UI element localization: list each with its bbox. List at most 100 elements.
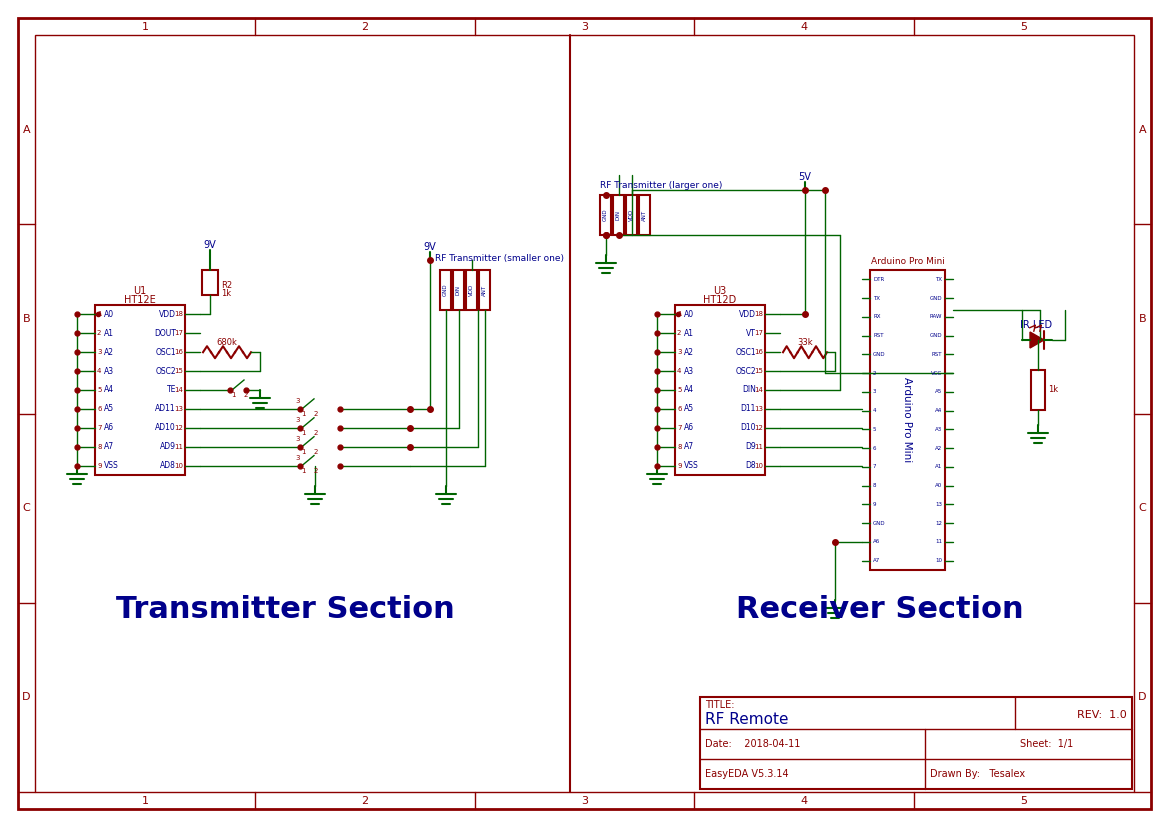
Text: TX: TX: [873, 295, 880, 301]
Text: A6: A6: [873, 539, 880, 544]
Text: DTR: DTR: [873, 277, 884, 282]
Text: 3: 3: [295, 398, 299, 404]
Text: DOUT: DOUT: [154, 329, 177, 338]
Text: 14: 14: [754, 387, 763, 393]
Bar: [700, 697, 1132, 789]
Text: RAW: RAW: [929, 314, 942, 319]
Text: AD9: AD9: [160, 442, 177, 452]
Bar: [600, 195, 611, 235]
Text: D8: D8: [746, 461, 756, 470]
Text: 2: 2: [314, 430, 318, 436]
Text: 9: 9: [677, 462, 682, 469]
Text: 10: 10: [174, 462, 184, 469]
Text: REV:  1.0: REV: 1.0: [1078, 710, 1127, 720]
Text: 6: 6: [873, 446, 877, 451]
Text: 3: 3: [581, 22, 588, 31]
Text: D: D: [22, 692, 30, 702]
Text: 9V: 9V: [203, 240, 216, 250]
Text: 10: 10: [935, 558, 942, 563]
Text: 4: 4: [801, 796, 808, 805]
Text: 15: 15: [174, 368, 184, 374]
Text: 2: 2: [244, 392, 248, 398]
Text: 8: 8: [677, 443, 682, 450]
Text: C: C: [22, 503, 30, 513]
Text: 14: 14: [174, 387, 184, 393]
Text: A5: A5: [104, 404, 115, 414]
Text: Arduino Pro Mini: Arduino Pro Mini: [902, 377, 913, 462]
Text: 11: 11: [174, 443, 184, 450]
Text: A7: A7: [104, 442, 115, 452]
Text: A2: A2: [935, 446, 942, 451]
Text: A2: A2: [104, 347, 115, 356]
Text: 17: 17: [754, 330, 763, 337]
Text: 6: 6: [97, 406, 102, 412]
Text: 12: 12: [754, 425, 763, 431]
Text: VCC: VCC: [931, 370, 942, 375]
Text: 8: 8: [97, 443, 102, 450]
Text: HT12D: HT12D: [704, 295, 736, 305]
Text: A0: A0: [935, 483, 942, 488]
Text: RST: RST: [932, 351, 942, 357]
Text: 4: 4: [97, 368, 102, 374]
Text: 1: 1: [141, 796, 148, 805]
Bar: [1031, 370, 1045, 410]
Text: 3: 3: [295, 417, 299, 423]
Text: A4: A4: [104, 385, 115, 394]
Text: VDD: VDD: [629, 209, 634, 221]
Text: 4: 4: [873, 409, 877, 414]
Bar: [454, 270, 464, 310]
Text: B: B: [22, 314, 30, 324]
Bar: [440, 270, 451, 310]
Text: 5: 5: [677, 387, 682, 393]
Text: 1k: 1k: [1047, 385, 1058, 394]
Text: 1: 1: [141, 22, 148, 31]
Text: A0: A0: [104, 310, 115, 319]
Text: 2: 2: [314, 449, 318, 455]
Text: VSS: VSS: [104, 461, 119, 470]
Text: Arduino Pro Mini: Arduino Pro Mini: [871, 257, 945, 266]
Text: 2: 2: [873, 370, 877, 375]
Text: A3: A3: [935, 427, 942, 432]
Text: RF Remote: RF Remote: [705, 711, 789, 726]
Bar: [627, 195, 637, 235]
Text: 2: 2: [361, 22, 368, 31]
Text: 2: 2: [314, 411, 318, 417]
Text: 18: 18: [754, 312, 763, 318]
Text: DIN: DIN: [456, 285, 461, 295]
Bar: [202, 270, 217, 295]
Text: 11: 11: [754, 443, 763, 450]
Text: 3: 3: [97, 349, 102, 356]
Text: VDD: VDD: [469, 284, 473, 296]
Text: GND: GND: [929, 295, 942, 301]
Text: VDD: VDD: [159, 310, 177, 319]
Text: OSC1: OSC1: [155, 347, 177, 356]
Text: 3: 3: [677, 349, 682, 356]
Text: OSC1: OSC1: [735, 347, 756, 356]
Text: AD8: AD8: [160, 461, 177, 470]
Bar: [639, 195, 650, 235]
Text: 18: 18: [174, 312, 184, 318]
Text: B: B: [1139, 314, 1147, 324]
Text: U3: U3: [713, 286, 727, 296]
Text: TX: TX: [935, 277, 942, 282]
Text: A0: A0: [684, 310, 694, 319]
Text: 4: 4: [801, 22, 808, 31]
Text: 17: 17: [174, 330, 184, 337]
Text: 6: 6: [677, 406, 682, 412]
Text: A: A: [22, 125, 30, 135]
Text: 4: 4: [677, 368, 682, 374]
Text: RST: RST: [873, 333, 884, 338]
Text: A5: A5: [935, 390, 942, 394]
Text: 13: 13: [174, 406, 184, 412]
Text: 2: 2: [314, 467, 318, 474]
Text: VT: VT: [746, 329, 756, 338]
Text: 3: 3: [873, 390, 877, 394]
Text: 12: 12: [174, 425, 184, 431]
Polygon shape: [1030, 332, 1044, 348]
Text: A7: A7: [684, 442, 694, 452]
Text: 9: 9: [97, 462, 102, 469]
Text: Transmitter Section: Transmitter Section: [116, 595, 455, 624]
Text: AD10: AD10: [155, 423, 177, 433]
Text: A3: A3: [684, 366, 694, 375]
Text: 3: 3: [581, 796, 588, 805]
